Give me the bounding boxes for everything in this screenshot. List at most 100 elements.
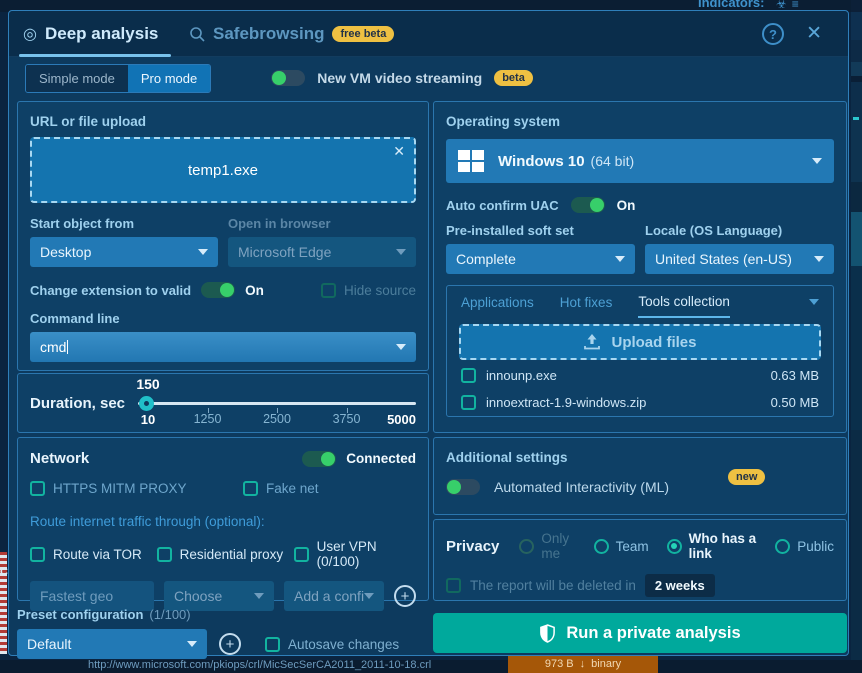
- shield-icon: [540, 623, 556, 643]
- route-tor-label: Route via TOR: [53, 546, 142, 562]
- vm-streaming-toggle[interactable]: [271, 70, 306, 86]
- autosave-label: Autosave changes: [288, 636, 400, 652]
- automated-interactivity-toggle[interactable]: [446, 479, 480, 495]
- proxy-choose-dropdown: Choose: [164, 581, 274, 611]
- add-preset-button[interactable]: +: [219, 633, 241, 655]
- upload-files-button[interactable]: Upload files: [459, 324, 821, 360]
- collapse-chevron-icon[interactable]: [809, 299, 819, 305]
- os-dropdown[interactable]: Windows 10 (64 bit): [446, 139, 834, 183]
- locale-value: United States (en-US): [655, 251, 792, 267]
- file-upload-dropzone[interactable]: temp1.exe ✕: [30, 137, 416, 203]
- tab-applications[interactable]: Applications: [461, 294, 534, 310]
- soft-set-dropdown[interactable]: Complete: [446, 244, 635, 274]
- preset-section: Preset configuration (1/100) Default + A…: [17, 607, 429, 659]
- change-extension-toggle[interactable]: [201, 282, 236, 298]
- chevron-down-icon: [396, 249, 406, 255]
- file-checkbox[interactable]: [461, 394, 476, 410]
- globe-search-icon: [190, 27, 205, 42]
- who-has-link-radio[interactable]: [666, 538, 682, 554]
- remove-file-icon[interactable]: ✕: [393, 143, 405, 159]
- fastest-geo-input: [30, 581, 154, 611]
- command-line-input[interactable]: cmd: [30, 332, 416, 362]
- close-button[interactable]: ✕: [806, 22, 822, 45]
- mode-segmented-control: Simple mode Pro mode: [25, 63, 212, 93]
- tab-hot-fixes[interactable]: Hot fixes: [559, 294, 613, 310]
- tab-deep-analysis-label: Deep analysis: [44, 24, 159, 43]
- mitm-proxy-checkbox[interactable]: [30, 481, 45, 496]
- slider-handle[interactable]: [139, 396, 155, 411]
- background-top-bar: [0, 0, 862, 12]
- fake-net-checkbox[interactable]: [243, 481, 258, 496]
- scale-min: 10: [140, 412, 156, 427]
- tab-deep-analysis[interactable]: ◎ Deep analysis: [19, 11, 171, 57]
- chevron-down-icon: [615, 256, 625, 262]
- privacy-title: Privacy: [446, 537, 500, 555]
- vm-streaming-label: New VM video streaming: [317, 70, 483, 86]
- who-has-link-label: Who has a link: [688, 531, 757, 561]
- toggle-knob: [321, 451, 336, 466]
- run-analysis-label: Run a private analysis: [566, 623, 741, 642]
- preset-dropdown[interactable]: Default: [17, 629, 207, 659]
- duration-panel: Duration, sec 150 10 1250 2500 3750 5000: [17, 373, 429, 433]
- uac-toggle[interactable]: [570, 197, 605, 213]
- file-list-item[interactable]: innoextract-1.9-windows.zip 0.50 MB: [447, 390, 833, 414]
- delete-period-dropdown[interactable]: 2 weeks: [644, 574, 715, 597]
- scan-eye-icon: ◎: [23, 26, 37, 43]
- os-title: Operating system: [446, 114, 561, 129]
- help-button[interactable]: ?: [762, 23, 784, 45]
- locale-dropdown[interactable]: United States (en-US): [645, 244, 834, 274]
- mitm-proxy-label: HTTPS MITM PROXY: [53, 481, 187, 496]
- public-radio[interactable]: [775, 538, 791, 554]
- route-tor-checkbox[interactable]: [30, 546, 45, 562]
- user-vpn-checkbox[interactable]: [293, 546, 309, 562]
- slider-track[interactable]: [138, 402, 416, 405]
- autosave-checkbox[interactable]: [265, 636, 280, 652]
- upload-section-title: URL or file upload: [30, 114, 147, 129]
- open-browser-label: Open in browser: [228, 216, 331, 231]
- tab-tools-collection[interactable]: Tools collection: [638, 286, 730, 318]
- residential-proxy-label: Residential proxy: [179, 546, 284, 562]
- background-url-text: http://www.microsoft.com/pkiops/crl/MicS…: [88, 659, 432, 671]
- modal-header: ◎ Deep analysis Safebrowsing free beta ?…: [9, 11, 848, 57]
- help-icon: ?: [769, 26, 777, 42]
- duration-label: Duration, sec: [30, 394, 126, 412]
- user-vpn-option: User VPN (0/100): [293, 539, 416, 569]
- upload-files-label: Upload files: [611, 333, 697, 351]
- only-me-radio: [519, 538, 535, 554]
- tab-safebrowsing[interactable]: Safebrowsing free beta: [189, 11, 395, 57]
- duration-slider: 150 10 1250 2500 3750 5000: [136, 376, 416, 427]
- network-panel: Network Connected HTTPS MITM PROXY Fake …: [17, 437, 429, 611]
- residential-proxy-checkbox[interactable]: [156, 546, 172, 562]
- team-radio[interactable]: [593, 538, 609, 554]
- file-setup-panel: URL or file upload temp1.exe ✕ Start obj…: [17, 101, 429, 371]
- add-vpn-config-button[interactable]: +: [394, 585, 416, 607]
- change-extension-state: On: [245, 282, 264, 298]
- run-analysis-button[interactable]: Run a private analysis: [433, 613, 847, 653]
- command-line-value: cmd: [40, 339, 67, 355]
- start-object-dropdown[interactable]: Desktop: [30, 237, 218, 267]
- free-beta-badge: free beta: [332, 26, 395, 42]
- start-object-value: Desktop: [40, 244, 92, 260]
- fake-net-label: Fake net: [266, 481, 319, 496]
- soft-set-label: Pre-installed soft set: [446, 223, 574, 238]
- simple-mode-button[interactable]: Simple mode: [26, 64, 128, 92]
- chevron-down-icon: [198, 249, 208, 255]
- change-extension-label: Change extension to valid: [30, 282, 192, 298]
- mitm-proxy-option: HTTPS MITM PROXY: [30, 481, 243, 496]
- file-list-item[interactable]: innounp.exe 0.63 MB: [447, 363, 833, 387]
- soft-set-value: Complete: [456, 251, 516, 267]
- os-panel: Operating system Windows 10 (64 bit) Aut…: [433, 101, 847, 433]
- download-arrow-icon: ↓: [579, 658, 586, 670]
- privacy-public: Public: [775, 538, 834, 554]
- active-tab-underline: [19, 54, 171, 57]
- hide-source-checkbox: [320, 282, 336, 298]
- residential-proxy-option: Residential proxy: [156, 539, 294, 569]
- pro-mode-button[interactable]: Pro mode: [127, 64, 211, 92]
- privacy-who-has-link: Who has a link: [666, 531, 758, 561]
- file-checkbox[interactable]: [461, 367, 476, 383]
- open-browser-value: Microsoft Edge: [238, 244, 332, 260]
- additional-settings-panel: Additional settings Automated Interactiv…: [433, 437, 847, 515]
- network-toggle[interactable]: [302, 450, 337, 467]
- windows-logo-icon: [458, 150, 484, 172]
- open-browser-dropdown: Microsoft Edge: [228, 237, 416, 267]
